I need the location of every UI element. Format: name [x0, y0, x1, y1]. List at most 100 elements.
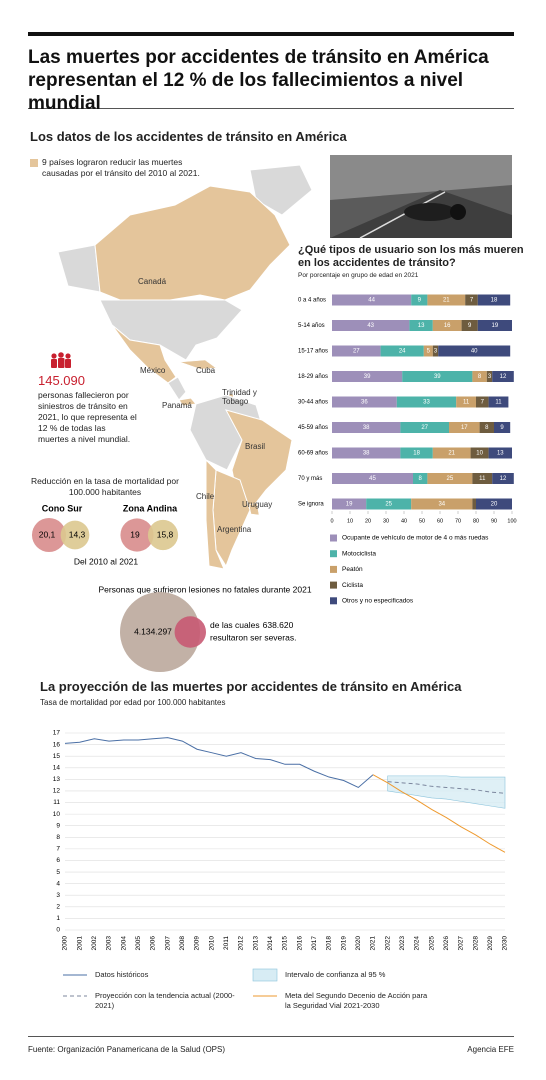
value-label: 40: [471, 349, 478, 355]
y-tick-label: 4: [56, 880, 60, 887]
legend-swatch: [252, 968, 278, 982]
bar-segment: [477, 294, 511, 306]
value-label: 43: [367, 323, 374, 329]
map-label: Panamá: [162, 401, 192, 410]
x-tick-label: 2000: [62, 936, 69, 951]
x-tick-label: 2007: [164, 936, 171, 951]
legend-swatch: [330, 550, 337, 558]
map-legend-swatch: [30, 159, 38, 167]
value-label: 24: [399, 349, 406, 355]
value-label: 25: [447, 476, 454, 482]
x-tick-label: 80: [473, 518, 479, 524]
bar-segment: [396, 396, 457, 408]
x-tick-label: 0: [330, 518, 333, 524]
map-label: México: [140, 366, 166, 375]
category-label: 18-29 años: [298, 374, 328, 380]
bar-segment: [461, 320, 478, 331]
bar-segment: [494, 422, 511, 433]
bar-segment: [472, 371, 487, 382]
value-label: 638.620: [263, 620, 294, 630]
map-label: Canadá: [138, 277, 167, 286]
y-tick-label: 15: [53, 753, 61, 760]
x-tick-label: 2029: [487, 936, 494, 951]
x-tick-label: 2027: [458, 936, 465, 951]
people-icon: [51, 352, 71, 368]
value-label: 39: [434, 374, 441, 380]
legend-label: Proyección con la tendencia actual (2000…: [95, 991, 235, 1010]
map: [57, 164, 313, 570]
y-tick-label: 6: [56, 857, 60, 864]
value-label: 12: [500, 476, 507, 482]
bubble: [120, 518, 154, 552]
map-label: Argentina: [217, 525, 252, 534]
x-tick-label: 40: [401, 518, 407, 524]
bubble: [60, 520, 90, 550]
x-tick-label: 50: [419, 518, 425, 524]
value-label: 38: [363, 425, 370, 431]
value-label: 38: [363, 451, 370, 457]
bar-segment: [477, 320, 512, 331]
value-label: 11: [495, 400, 502, 406]
bar-segment: [332, 498, 367, 510]
value-label: 19: [346, 502, 353, 508]
value-label: 20: [491, 502, 498, 508]
photo: [330, 155, 512, 239]
x-tick-label: 2015: [282, 936, 289, 951]
x-tick-label: 2006: [150, 936, 157, 951]
value-label: 36: [361, 400, 368, 406]
group-label: Zona Andina: [123, 503, 178, 513]
x-tick-label: 70: [455, 518, 461, 524]
x-tick-label: 2025: [428, 936, 435, 951]
section-title: La proyección de las muertes por acciden…: [40, 679, 462, 694]
legend-label: Peatón: [342, 566, 363, 573]
bar-segment: [449, 422, 480, 433]
value-label: 39: [364, 374, 371, 380]
bubble: [147, 519, 179, 551]
bar-segment: [476, 396, 489, 408]
value-label: 44: [368, 298, 375, 304]
x-tick-label: 2028: [472, 936, 479, 951]
bar-segment: [402, 371, 473, 382]
x-tick-label: 2009: [194, 936, 201, 951]
x-tick-label: 2021: [370, 936, 377, 951]
value-label: 8: [485, 425, 489, 431]
chart-title: ¿Qué tipos de usuario son los más mueren…: [298, 244, 524, 269]
map-label: Brasil: [245, 442, 266, 451]
category-label: 30-44 años: [298, 400, 328, 406]
value-label: 11: [463, 400, 470, 406]
x-tick-label: 2005: [135, 936, 142, 951]
caption: resultaron ser severas.: [210, 632, 296, 642]
bar-segment: [332, 371, 403, 382]
y-tick-label: 7: [56, 846, 60, 853]
value-label: 20,1: [39, 529, 56, 539]
legend-swatch: [330, 581, 337, 589]
value-label: 7: [481, 400, 485, 406]
value-label: 9: [468, 323, 472, 329]
value-label: 9: [500, 425, 504, 431]
y-tick-label: 11: [53, 799, 60, 806]
y-tick-label: 17: [53, 730, 61, 737]
bar-segment: [332, 447, 401, 459]
y-tick-label: 12: [53, 788, 61, 795]
bar-segment: [432, 345, 439, 357]
chart-title: Personas que sufrieron lesiones no fatal…: [98, 584, 311, 594]
value-label: 3: [434, 349, 438, 355]
value-label: 21: [443, 298, 450, 304]
y-tick-label: 10: [53, 811, 61, 818]
deaths-text: personas fallecieron por siniestros de t…: [38, 390, 137, 444]
bar-segment: [432, 447, 471, 459]
x-tick-label: 2019: [340, 936, 347, 951]
x-tick-label: 2008: [179, 936, 186, 951]
category-label: 15-17 años: [298, 349, 328, 355]
value-label: 21: [448, 451, 455, 457]
map-label: Chile: [196, 492, 215, 501]
y-tick-label: 5: [56, 869, 60, 876]
x-tick-label: 2013: [252, 936, 259, 951]
map-legend: 9 países lograron reducir las muertes ca…: [42, 157, 200, 178]
x-tick-label: 2001: [76, 936, 83, 951]
value-label: 19: [492, 323, 499, 329]
value-label: 8: [478, 374, 482, 380]
page-title: Las muertes por accidentes de tránsito e…: [28, 47, 489, 114]
bar-segment: [465, 294, 478, 306]
